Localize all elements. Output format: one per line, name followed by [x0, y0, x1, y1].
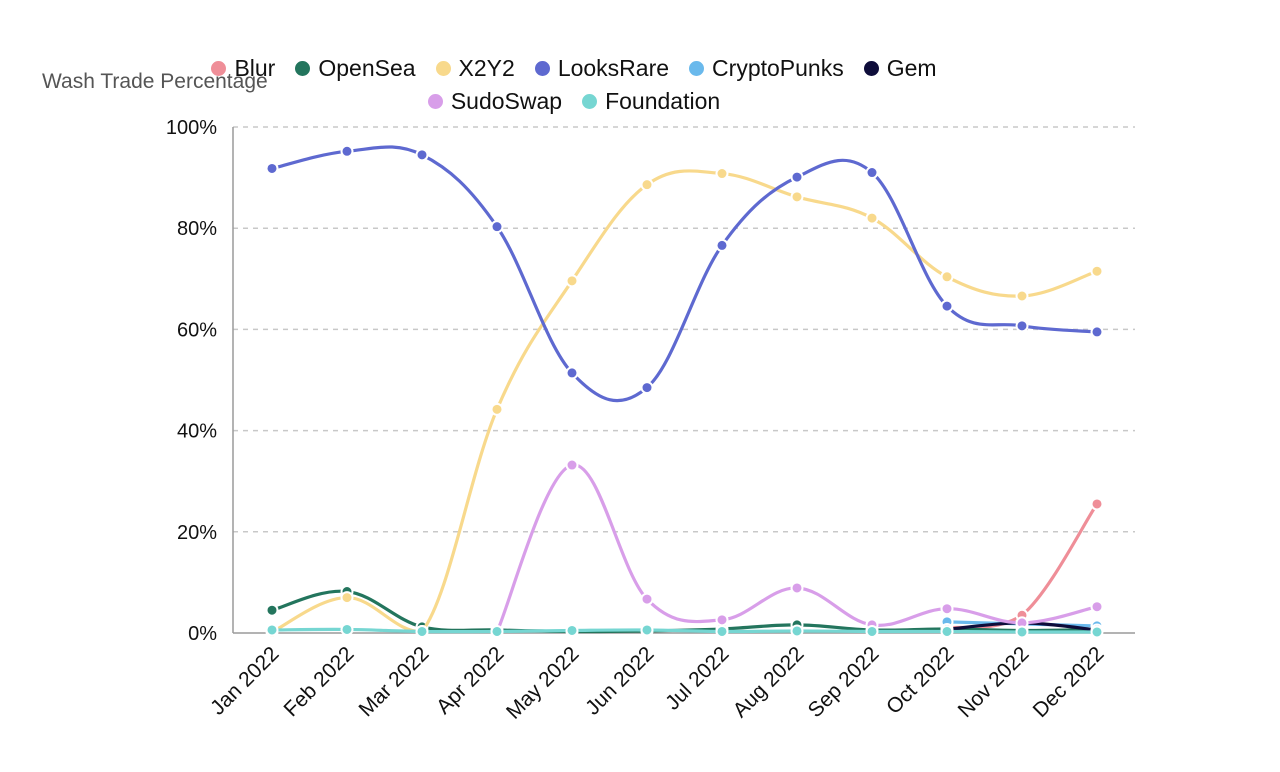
data-point — [340, 591, 354, 605]
data-point — [940, 270, 954, 284]
x-tick-label: Oct 2022 — [882, 642, 959, 719]
data-point — [940, 624, 954, 638]
legend-item[interactable]: Foundation — [582, 88, 720, 115]
data-point — [565, 366, 579, 380]
y-tick-label: 40% — [177, 421, 217, 443]
legend-label: CryptoPunks — [712, 55, 844, 81]
data-point — [715, 624, 729, 638]
y-tick-label: 100% — [166, 117, 217, 139]
legend: Blur OpenSea X2Y2 LooksRare CryptoPunks Gem S… — [0, 52, 1148, 118]
series-line — [495, 463, 1099, 634]
data-point — [940, 602, 954, 616]
y-tick-label: 20% — [177, 522, 217, 544]
series-looksrare — [265, 144, 1104, 403]
legend-label: OpenSea — [318, 55, 416, 81]
x-tick-label: Jan 2022 — [206, 642, 283, 719]
data-point — [415, 624, 429, 638]
legend-row: Blur OpenSea X2Y2 LooksRare CryptoPunks Gem — [0, 52, 1148, 85]
data-point — [1090, 497, 1104, 511]
data-point — [340, 144, 354, 158]
legend-item[interactable]: LooksRare — [534, 55, 670, 82]
data-point — [940, 299, 954, 313]
legend-swatch — [435, 61, 451, 76]
legend-item[interactable]: CryptoPunks — [689, 55, 844, 82]
legend-label: Foundation — [605, 88, 721, 114]
data-point — [490, 402, 504, 416]
data-point — [1015, 289, 1029, 303]
data-point — [265, 623, 279, 637]
y-tick-label: 0% — [188, 623, 217, 645]
data-point — [490, 624, 504, 638]
y-axis-label: Wash Trade Percentage — [42, 70, 268, 93]
legend-swatch — [295, 61, 311, 76]
series-line — [270, 145, 1099, 403]
legend-swatch — [211, 61, 227, 76]
data-point — [1090, 600, 1104, 614]
data-point — [715, 613, 729, 627]
data-point — [640, 381, 654, 395]
data-point — [640, 623, 654, 637]
legend-item[interactable]: OpenSea — [295, 55, 416, 82]
data-point — [790, 581, 804, 595]
x-tick-label: Dec 2022 — [1029, 642, 1109, 722]
data-point — [865, 166, 879, 180]
data-point — [865, 211, 879, 225]
series-line — [270, 169, 1099, 634]
legend-label: X2Y2 — [458, 55, 515, 81]
data-point — [565, 458, 579, 472]
data-point — [790, 170, 804, 184]
legend-swatch — [689, 61, 705, 76]
legend-label: Blur — [234, 55, 276, 81]
legend-swatch — [582, 94, 598, 109]
data-point — [640, 592, 654, 606]
x-tick-label: Apr 2022 — [432, 642, 509, 719]
x-tick-label: Mar 2022 — [355, 642, 434, 721]
legend-swatch — [863, 61, 879, 76]
data-point — [265, 161, 279, 175]
legend-row: SudoSwap Foundation — [0, 85, 1148, 118]
legend-label: LooksRare — [557, 55, 670, 81]
y-tick-label: 80% — [177, 218, 217, 240]
legend-label: SudoSwap — [450, 88, 563, 114]
data-point — [1015, 319, 1029, 333]
series-line — [270, 627, 1099, 634]
legend-item[interactable]: SudoSwap — [427, 88, 563, 115]
series-x2y2 — [265, 167, 1104, 639]
data-point — [1090, 325, 1104, 339]
data-point — [1090, 264, 1104, 278]
data-point — [565, 623, 579, 637]
legend-swatch — [427, 94, 443, 109]
x-tick-label: Sep 2022 — [804, 642, 884, 722]
series-sudoswap — [490, 458, 1104, 639]
data-point — [715, 238, 729, 252]
legend-item[interactable]: Blur — [211, 55, 275, 82]
legend-item[interactable]: Gem — [863, 55, 937, 82]
data-point — [790, 624, 804, 638]
data-point — [640, 178, 654, 192]
data-point — [340, 622, 354, 636]
x-tick-label: Jun 2022 — [581, 642, 658, 719]
x-tick-label: Nov 2022 — [954, 642, 1034, 722]
data-point — [265, 603, 279, 617]
x-tick-label: Feb 2022 — [280, 642, 359, 721]
data-point — [865, 624, 879, 638]
data-point — [565, 274, 579, 288]
series-foundation — [265, 622, 1104, 639]
data-point — [415, 148, 429, 162]
legend-label: Gem — [886, 55, 937, 81]
x-tick-label: Aug 2022 — [729, 642, 809, 722]
x-tick-label: May 2022 — [502, 642, 583, 723]
data-point — [790, 190, 804, 204]
data-point — [1015, 625, 1029, 639]
legend-swatch — [534, 61, 550, 76]
y-tick-label: 60% — [177, 319, 217, 341]
data-point — [715, 167, 729, 181]
legend-item[interactable]: X2Y2 — [435, 55, 515, 82]
x-tick-label: Jul 2022 — [661, 642, 733, 714]
data-point — [490, 220, 504, 234]
data-point — [1090, 625, 1104, 639]
